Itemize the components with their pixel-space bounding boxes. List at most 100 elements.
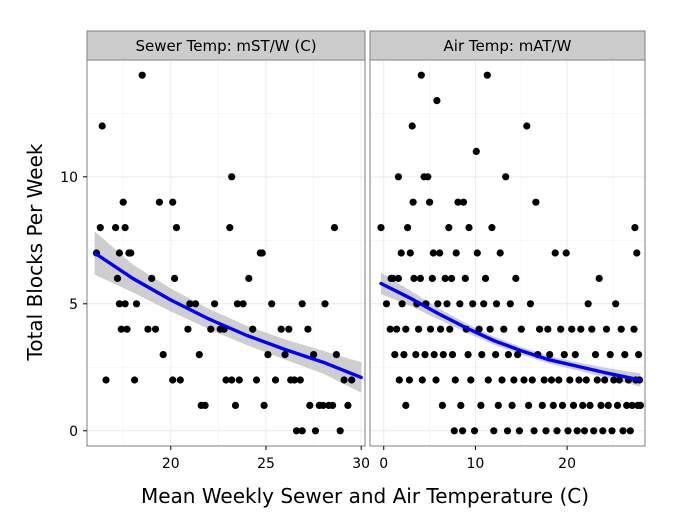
data-point [429, 249, 437, 257]
data-point [503, 427, 512, 435]
data-point [628, 401, 636, 409]
data-point [148, 274, 156, 282]
data-point [311, 427, 320, 435]
data-point [398, 300, 406, 308]
data-point [633, 249, 641, 257]
data-point [228, 376, 236, 384]
data-point [119, 198, 127, 206]
data-point [465, 224, 473, 232]
data-point [547, 376, 556, 384]
data-point [438, 401, 446, 409]
data-point [551, 249, 559, 257]
data-point [445, 224, 453, 232]
data-point [402, 325, 410, 333]
data-point [348, 376, 356, 384]
data-point [319, 401, 327, 409]
data-point [195, 351, 203, 359]
data-point [456, 300, 464, 308]
data-point [271, 376, 280, 384]
data-point [446, 325, 454, 333]
facet-strip-title: Sewer Temp: mST/W (C) [135, 37, 316, 55]
data-point [617, 325, 625, 333]
data-point [459, 198, 468, 206]
data-point [553, 427, 561, 435]
data-point [426, 198, 434, 206]
data-point [391, 351, 399, 359]
data-point [575, 376, 583, 384]
data-point [492, 300, 501, 308]
data-point [151, 325, 160, 333]
data-point [573, 427, 581, 435]
data-point [201, 401, 209, 409]
data-point [115, 300, 123, 308]
data-point [296, 376, 304, 384]
y-tick-label: 10 [60, 170, 78, 186]
data-point [480, 300, 488, 308]
data-point [404, 224, 412, 232]
data-point [450, 427, 458, 435]
data-point [285, 325, 293, 333]
data-point [571, 351, 579, 359]
data-point [568, 325, 576, 333]
data-point [400, 351, 408, 359]
data-point [98, 122, 106, 130]
data-point [211, 300, 219, 308]
data-point [231, 401, 240, 409]
data-point [395, 376, 403, 384]
data-point [452, 249, 460, 257]
data-point [457, 401, 465, 409]
data-point [402, 401, 410, 409]
data-point [530, 427, 538, 435]
data-point [428, 274, 436, 282]
data-point [467, 376, 475, 384]
data-point [475, 325, 483, 333]
data-point [526, 300, 535, 308]
data-point [498, 376, 506, 384]
smooth-fit-line [379, 281, 643, 382]
data-point [406, 249, 414, 257]
data-point [595, 274, 603, 282]
x-tick-label: 20 [558, 456, 576, 472]
data-point [426, 325, 435, 333]
x-tick-label: 25 [257, 456, 275, 472]
data-point [612, 300, 620, 308]
data-point [132, 300, 141, 308]
data-point [138, 71, 146, 79]
data-point [484, 376, 492, 384]
data-point [502, 173, 510, 181]
panel-border [369, 59, 646, 447]
data-point [486, 325, 494, 333]
data-point [536, 325, 544, 333]
data-point [228, 173, 236, 181]
data-point [569, 401, 578, 409]
data-point [496, 249, 504, 257]
data-point [258, 249, 266, 257]
facet-panel-2: Air Temp: mAT/W 0 10 20 [369, 30, 646, 472]
data-point [131, 376, 139, 384]
data-point [504, 351, 512, 359]
data-point [558, 401, 567, 409]
data-point [506, 300, 514, 308]
data-point [470, 427, 479, 435]
data-point [599, 427, 607, 435]
x-tick-label: 20 [162, 456, 180, 472]
data-point [169, 376, 177, 384]
data-point [207, 325, 215, 333]
facet-strip-title: Air Temp: mAT/W [444, 37, 572, 55]
data-point [602, 325, 611, 333]
data-point [222, 376, 230, 384]
data-point [121, 300, 129, 308]
data-point [601, 376, 609, 384]
data-point [117, 325, 125, 333]
data-point [621, 351, 629, 359]
data-point [382, 300, 391, 308]
data-point [321, 300, 329, 308]
data-point [441, 274, 449, 282]
data-point [112, 224, 120, 232]
data-point [623, 401, 631, 409]
data-point [226, 224, 234, 232]
data-point [606, 351, 614, 359]
data-point [410, 274, 418, 282]
data-point [492, 351, 500, 359]
data-point [544, 325, 552, 333]
